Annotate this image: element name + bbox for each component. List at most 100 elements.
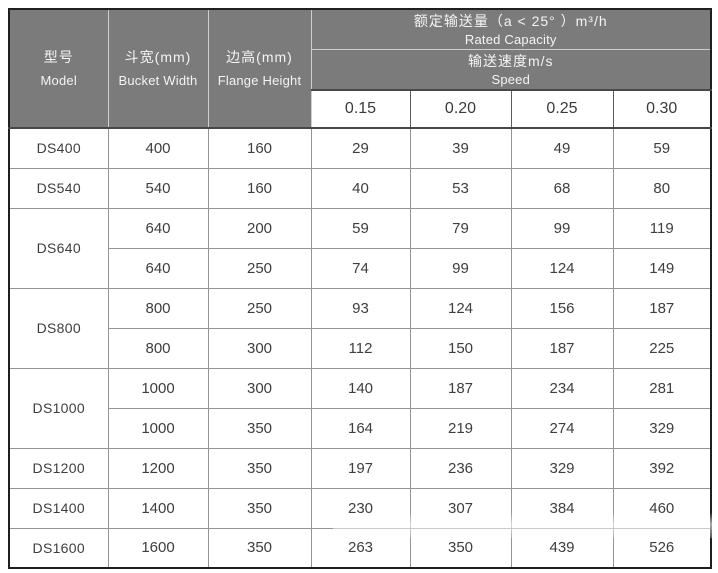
capacity-cell: 460 xyxy=(612,487,712,529)
flange-height-cell: 250 xyxy=(207,287,312,329)
speed-value-col: 0.20 xyxy=(409,89,512,129)
capacity-cell: 281 xyxy=(612,367,712,409)
capacity-cell: 59 xyxy=(612,127,712,169)
col-header-model: 型号 Model xyxy=(8,8,109,129)
speed-value-col: 0.30 xyxy=(612,89,712,129)
flange-height-cell: 300 xyxy=(207,367,312,409)
capacity-cell: 187 xyxy=(409,367,512,409)
capacity-cell: 49 xyxy=(510,127,614,169)
capacity-table: 型号 Model 斗宽(mm) Bucket Width 边高(mm) Flan… xyxy=(8,8,712,569)
flange-height-cell: 350 xyxy=(207,407,312,449)
capacity-cell: 274 xyxy=(510,407,614,449)
table-row: DS1600 1600 350 263 350 439 526 xyxy=(8,527,712,569)
flange-height-cell: 350 xyxy=(207,487,312,529)
speed-value-col: 0.25 xyxy=(510,89,614,129)
model-cell: DS1000 xyxy=(8,367,109,449)
bucket-width-cell: 640 xyxy=(107,207,209,249)
capacity-cell: 59 xyxy=(310,207,411,249)
model-cell: DS800 xyxy=(8,287,109,369)
col-header-bucket-width-zh: 斗宽(mm) xyxy=(124,49,192,65)
rated-capacity-en: Rated Capacity xyxy=(464,32,557,47)
capacity-cell: 187 xyxy=(510,327,614,369)
speed-values-row: 0.15 0.20 0.25 0.30 xyxy=(9,89,712,129)
capacity-cell: 140 xyxy=(310,367,411,409)
capacity-cell: 79 xyxy=(409,207,512,249)
bucket-width-cell: 1000 xyxy=(107,407,209,449)
bucket-width-cell: 1600 xyxy=(107,527,209,569)
flange-height-cell: 250 xyxy=(207,247,312,289)
capacity-cell: 29 xyxy=(310,127,411,169)
bucket-width-cell: 400 xyxy=(107,127,209,169)
capacity-cell: 329 xyxy=(612,407,712,449)
model-cell: DS400 xyxy=(8,127,109,169)
flange-height-cell: 160 xyxy=(207,167,312,209)
capacity-cell: 93 xyxy=(310,287,411,329)
table-row: DS1000 1000 300 140 187 234 281 xyxy=(8,367,712,449)
table-row: DS800 800 250 93 124 156 187 xyxy=(8,287,712,369)
table-row: 640 250 74 99 124 149 xyxy=(9,247,712,289)
bucket-width-cell: 640 xyxy=(107,247,209,289)
capacity-cell: 350 xyxy=(409,527,512,569)
capacity-cell: 219 xyxy=(409,407,512,449)
table-row: 800 300 112 150 187 225 xyxy=(9,327,712,369)
capacity-cell: 124 xyxy=(510,247,614,289)
table-row: DS1200 1200 350 197 236 329 392 xyxy=(8,447,712,489)
capacity-cell: 187 xyxy=(612,287,712,329)
capacity-cell: 112 xyxy=(310,327,411,369)
col-header-flange-height: 边高(mm) Flange Height xyxy=(207,8,312,129)
col-header-bucket-width: 斗宽(mm) Bucket Width xyxy=(107,8,209,129)
capacity-cell: 119 xyxy=(612,207,712,249)
bucket-width-cell: 1200 xyxy=(107,447,209,489)
model-cell: DS1400 xyxy=(8,487,109,529)
bucket-width-cell: 1000 xyxy=(107,367,209,409)
flange-height-cell: 200 xyxy=(207,207,312,249)
capacity-cell: 230 xyxy=(310,487,411,529)
model-cell: DS1600 xyxy=(8,527,109,569)
capacity-cell: 164 xyxy=(310,407,411,449)
capacity-cell: 197 xyxy=(310,447,411,489)
col-header-rated-capacity: 额定输送量（a < 25° ）m³/h Rated Capacity xyxy=(310,8,712,50)
capacity-cell: 234 xyxy=(510,367,614,409)
speed-en: Speed xyxy=(491,72,531,87)
table-row: DS640 640 200 59 79 99 119 xyxy=(8,207,712,289)
capacity-cell: 124 xyxy=(409,287,512,329)
bucket-width-cell: 1400 xyxy=(107,487,209,529)
capacity-cell: 80 xyxy=(612,167,712,209)
bucket-width-cell: 540 xyxy=(107,167,209,209)
col-header-model-zh: 型号 xyxy=(43,49,74,65)
col-header-bucket-width-en: Bucket Width xyxy=(118,73,198,88)
table-row: DS540 540 160 40 53 68 80 xyxy=(8,167,712,209)
capacity-cell: 53 xyxy=(409,167,512,209)
table-row: DS400 400 160 29 39 49 59 xyxy=(8,127,712,169)
capacity-cell: 236 xyxy=(409,447,512,489)
capacity-cell: 149 xyxy=(612,247,712,289)
bucket-width-cell: 800 xyxy=(107,327,209,369)
bucket-width-cell: 800 xyxy=(107,287,209,329)
col-header-flange-height-en: Flange Height xyxy=(217,73,302,88)
capacity-cell: 384 xyxy=(510,487,614,529)
col-header-model-en: Model xyxy=(40,73,77,88)
capacity-cell: 156 xyxy=(510,287,614,329)
table-row: DS1400 1400 350 230 307 384 460 xyxy=(8,487,712,529)
table-row: 1000 350 164 219 274 329 xyxy=(9,407,712,449)
model-cell: DS640 xyxy=(8,207,109,289)
col-header-speed: 输送速度m/s Speed xyxy=(310,49,712,91)
flange-height-cell: 300 xyxy=(207,327,312,369)
capacity-cell: 439 xyxy=(510,527,614,569)
capacity-cell: 99 xyxy=(409,247,512,289)
capacity-cell: 39 xyxy=(409,127,512,169)
capacity-cell: 392 xyxy=(612,447,712,489)
capacity-cell: 526 xyxy=(612,527,712,569)
capacity-cell: 225 xyxy=(612,327,712,369)
flange-height-cell: 350 xyxy=(207,447,312,489)
capacity-cell: 74 xyxy=(310,247,411,289)
capacity-cell: 329 xyxy=(510,447,614,489)
model-cell: DS1200 xyxy=(8,447,109,489)
capacity-cell: 40 xyxy=(310,167,411,209)
speed-value-col: 0.15 xyxy=(310,89,411,129)
model-cell: DS540 xyxy=(8,167,109,209)
col-header-flange-height-zh: 边高(mm) xyxy=(226,49,293,65)
capacity-cell: 263 xyxy=(310,527,411,569)
flange-height-cell: 160 xyxy=(207,127,312,169)
